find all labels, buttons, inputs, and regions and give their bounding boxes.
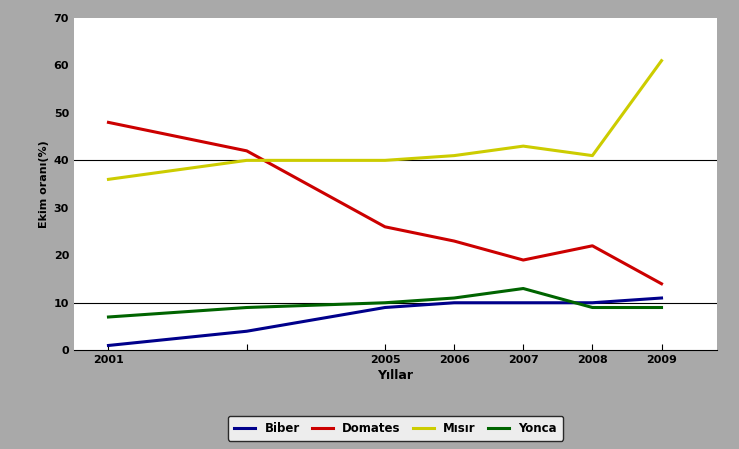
Legend: Biber, Domates, Mısır, Yonca: Biber, Domates, Mısır, Yonca — [228, 416, 563, 441]
Y-axis label: Ekim oranı(%): Ekim oranı(%) — [39, 140, 50, 228]
X-axis label: Yıllar: Yıllar — [378, 369, 413, 382]
